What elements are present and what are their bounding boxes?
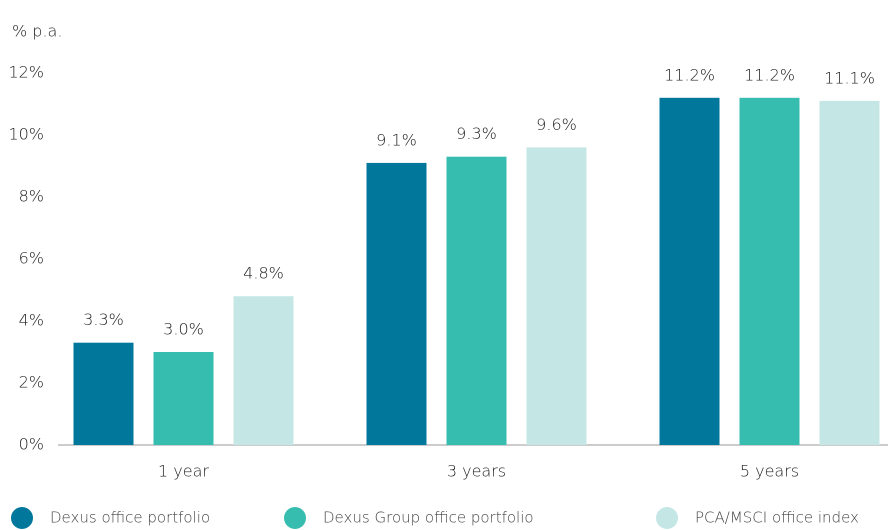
data-label: 11.2%: [744, 65, 795, 84]
data-label: 11.2%: [664, 65, 715, 84]
data-label: 9.6%: [536, 115, 577, 134]
y-tick-label: 4%: [19, 311, 44, 330]
bar: [526, 147, 587, 445]
legend-label: Dexus office portfolio: [50, 509, 210, 527]
data-label: 4.8%: [243, 264, 284, 283]
legend-swatch: [284, 507, 306, 529]
legend-swatch: [656, 507, 678, 529]
data-label: 9.3%: [456, 124, 497, 143]
bar: [366, 162, 427, 445]
bar: [659, 97, 720, 446]
y-tick-label: 12%: [8, 63, 44, 82]
y-tick-label: 2%: [19, 373, 44, 392]
y-tick-label: 6%: [19, 249, 44, 268]
y-axis-label: % p.a.: [12, 22, 62, 41]
bar: [153, 352, 214, 445]
legend-swatch: [11, 507, 33, 529]
data-label: 3.0%: [163, 320, 204, 339]
legend-label: PCA/MSCI office index: [695, 509, 859, 527]
y-tick-label: 0%: [19, 435, 44, 454]
data-label: 11.1%: [824, 68, 875, 87]
bar: [819, 100, 880, 446]
bar: [73, 342, 134, 445]
x-tick-label: 3 years: [447, 462, 506, 481]
data-label: 3.3%: [83, 310, 124, 329]
bar: [233, 296, 294, 445]
x-tick-label: 1 year: [158, 462, 209, 481]
legend-label: Dexus Group office portfolio: [323, 509, 534, 527]
y-tick-label: 8%: [19, 187, 44, 206]
bar: [446, 156, 507, 445]
bar: [739, 97, 800, 446]
y-tick-label: 10%: [8, 125, 44, 144]
x-tick-label: 5 years: [740, 462, 799, 481]
data-label: 9.1%: [376, 130, 417, 149]
